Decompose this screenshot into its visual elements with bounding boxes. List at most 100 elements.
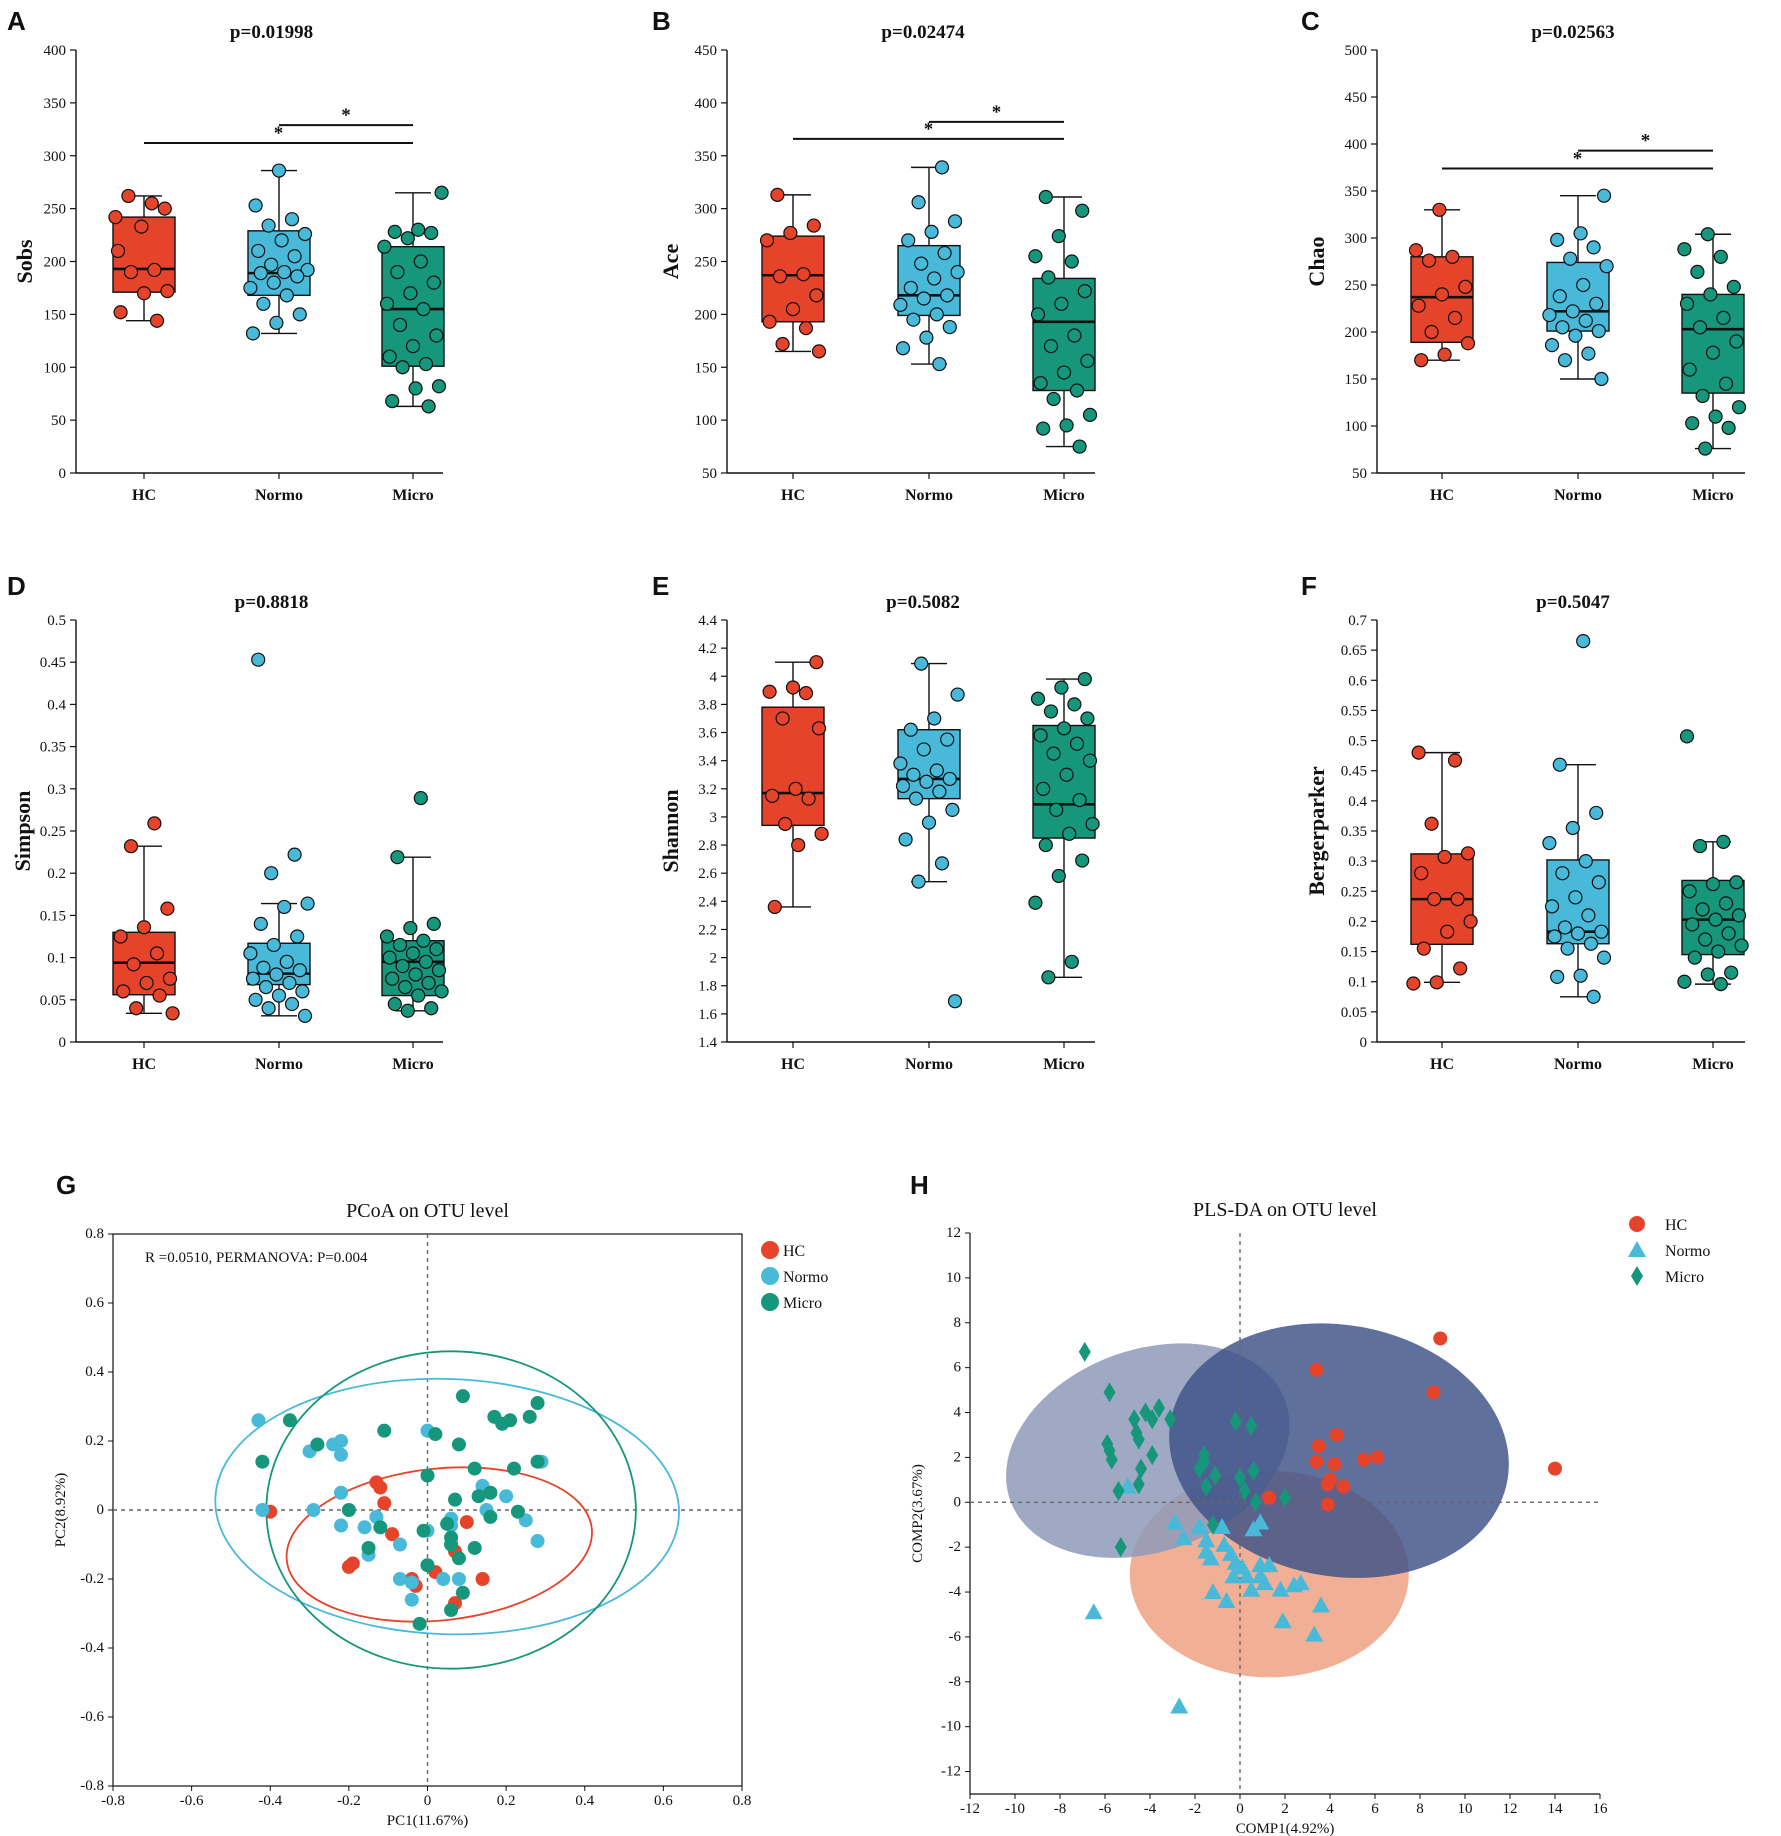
y-tick-label: 0.15: [1341, 945, 1367, 961]
box-iqr: [761, 706, 825, 827]
y-tick-label: 0: [97, 1502, 105, 1518]
p-value-title: p=0.8818: [235, 592, 309, 613]
p-value-title: p=0.02563: [1531, 22, 1614, 43]
legend-label: Normo: [783, 1269, 828, 1286]
x-category-label: HC: [781, 487, 805, 504]
data-point-hc: [1406, 976, 1421, 991]
data-point-hc: [1311, 1439, 1326, 1454]
data-point-hc: [165, 1006, 180, 1021]
data-point-normo: [942, 771, 957, 787]
y-tick-label: 2: [954, 1449, 962, 1465]
data-point-hc: [1458, 279, 1473, 294]
data-point-normo: [271, 163, 287, 178]
data-point-hc: [1421, 253, 1437, 268]
y-tick-label: -0.2: [80, 1571, 104, 1587]
panel-letter: C: [1301, 6, 1320, 36]
y-tick-label: -0.6: [80, 1709, 104, 1725]
y-tick-label: 450: [695, 43, 718, 59]
data-point-micro: [1132, 1474, 1145, 1495]
y-tick-label: 0.05: [1341, 1005, 1367, 1021]
panel-letter: A: [7, 6, 26, 36]
legend-label: Normo: [1665, 1243, 1710, 1260]
data-point-micro: [1705, 345, 1721, 360]
x-category-label: Normo: [255, 487, 303, 504]
data-point-micro: [1245, 1415, 1258, 1436]
data-point-normo: [1596, 950, 1612, 965]
data-point-normo: [392, 1537, 407, 1552]
data-point-normo: [1544, 338, 1560, 353]
data-point-micro: [1716, 310, 1731, 325]
data-point-hc: [139, 975, 154, 991]
significance-star: *: [992, 102, 1002, 123]
y-tick-label: 0: [59, 1035, 67, 1051]
data-point-micro: [1046, 391, 1061, 407]
data-point-micro: [1103, 1382, 1116, 1403]
data-point-micro: [510, 1504, 525, 1519]
y-tick-label: 50: [51, 413, 66, 429]
data-point-normo: [1550, 232, 1565, 247]
data-point-micro: [1030, 691, 1046, 706]
data-point-hc: [373, 1480, 388, 1495]
data-point-hc: [475, 1572, 490, 1586]
data-point-normo: [300, 896, 315, 911]
data-point-normo: [914, 656, 929, 671]
x-category-label: Micro: [1043, 487, 1084, 504]
x-axis-label: PC1(11.67%): [387, 1813, 469, 1829]
data-point-normo: [934, 160, 950, 175]
data-point-micro: [403, 920, 418, 936]
p-value-title: p=0.02474: [881, 22, 965, 43]
data-point-hc: [801, 791, 816, 806]
y-tick-label: 300: [1345, 231, 1368, 247]
data-point-micro: [341, 1503, 356, 1517]
y-tick-label: 4.4: [698, 613, 717, 629]
y-tick-label: 150: [695, 360, 718, 376]
data-point-micro: [411, 222, 426, 237]
y-tick-label: 2: [710, 951, 718, 967]
data-point-hc: [126, 957, 141, 972]
data-point-normo: [1589, 296, 1604, 311]
legend-marker-normo: [1628, 1241, 1646, 1257]
box-normo: [893, 656, 965, 1009]
data-point-micro: [387, 224, 402, 239]
data-point-micro: [400, 1003, 415, 1018]
data-point-micro: [1692, 320, 1708, 335]
y-tick-label: 0.05: [40, 993, 66, 1009]
y-tick-label: 0.25: [1341, 884, 1367, 900]
data-point-normo: [290, 269, 305, 284]
data-point-micro: [1711, 944, 1726, 959]
x-tick-label: 0.2: [497, 1793, 516, 1809]
data-point-normo: [1305, 1625, 1324, 1642]
data-point-micro: [1038, 837, 1053, 853]
data-point-micro: [429, 942, 444, 957]
y-tick-label: -12: [941, 1764, 961, 1780]
data-point-hc: [809, 655, 824, 670]
data-point-normo: [932, 784, 947, 799]
data-point-micro: [1075, 203, 1090, 218]
box-micro: [1028, 189, 1098, 454]
data-point-micro: [405, 339, 421, 354]
data-point-hc: [129, 1001, 144, 1016]
significance-star: *: [341, 105, 351, 126]
data-point-normo: [1573, 968, 1588, 983]
data-point-micro: [385, 971, 400, 986]
data-point-micro: [1703, 287, 1718, 302]
box-normo: [893, 160, 965, 372]
data-point-hc: [785, 680, 801, 695]
data-point-hc: [1414, 866, 1429, 881]
plot-title: PCoA on OTU level: [346, 1200, 509, 1222]
box-hc: [759, 187, 827, 359]
y-tick-label: 3.2: [698, 782, 717, 798]
x-tick-label: 16: [1593, 1801, 1609, 1817]
data-point-normo: [1596, 188, 1612, 203]
y-tick-label: 0.65: [1341, 643, 1367, 659]
x-tick-label: 0.6: [654, 1793, 673, 1809]
data-point-micro: [1028, 249, 1043, 264]
y-tick-label: 0: [59, 466, 67, 482]
y-tick-label: 6: [954, 1360, 962, 1376]
box-micro: [377, 185, 449, 414]
y-tick-label: 0.2: [47, 866, 66, 882]
x-category-label: Normo: [1554, 487, 1602, 504]
data-point-normo: [251, 243, 266, 259]
data-point-hc: [806, 218, 821, 233]
data-point-normo: [908, 791, 924, 806]
